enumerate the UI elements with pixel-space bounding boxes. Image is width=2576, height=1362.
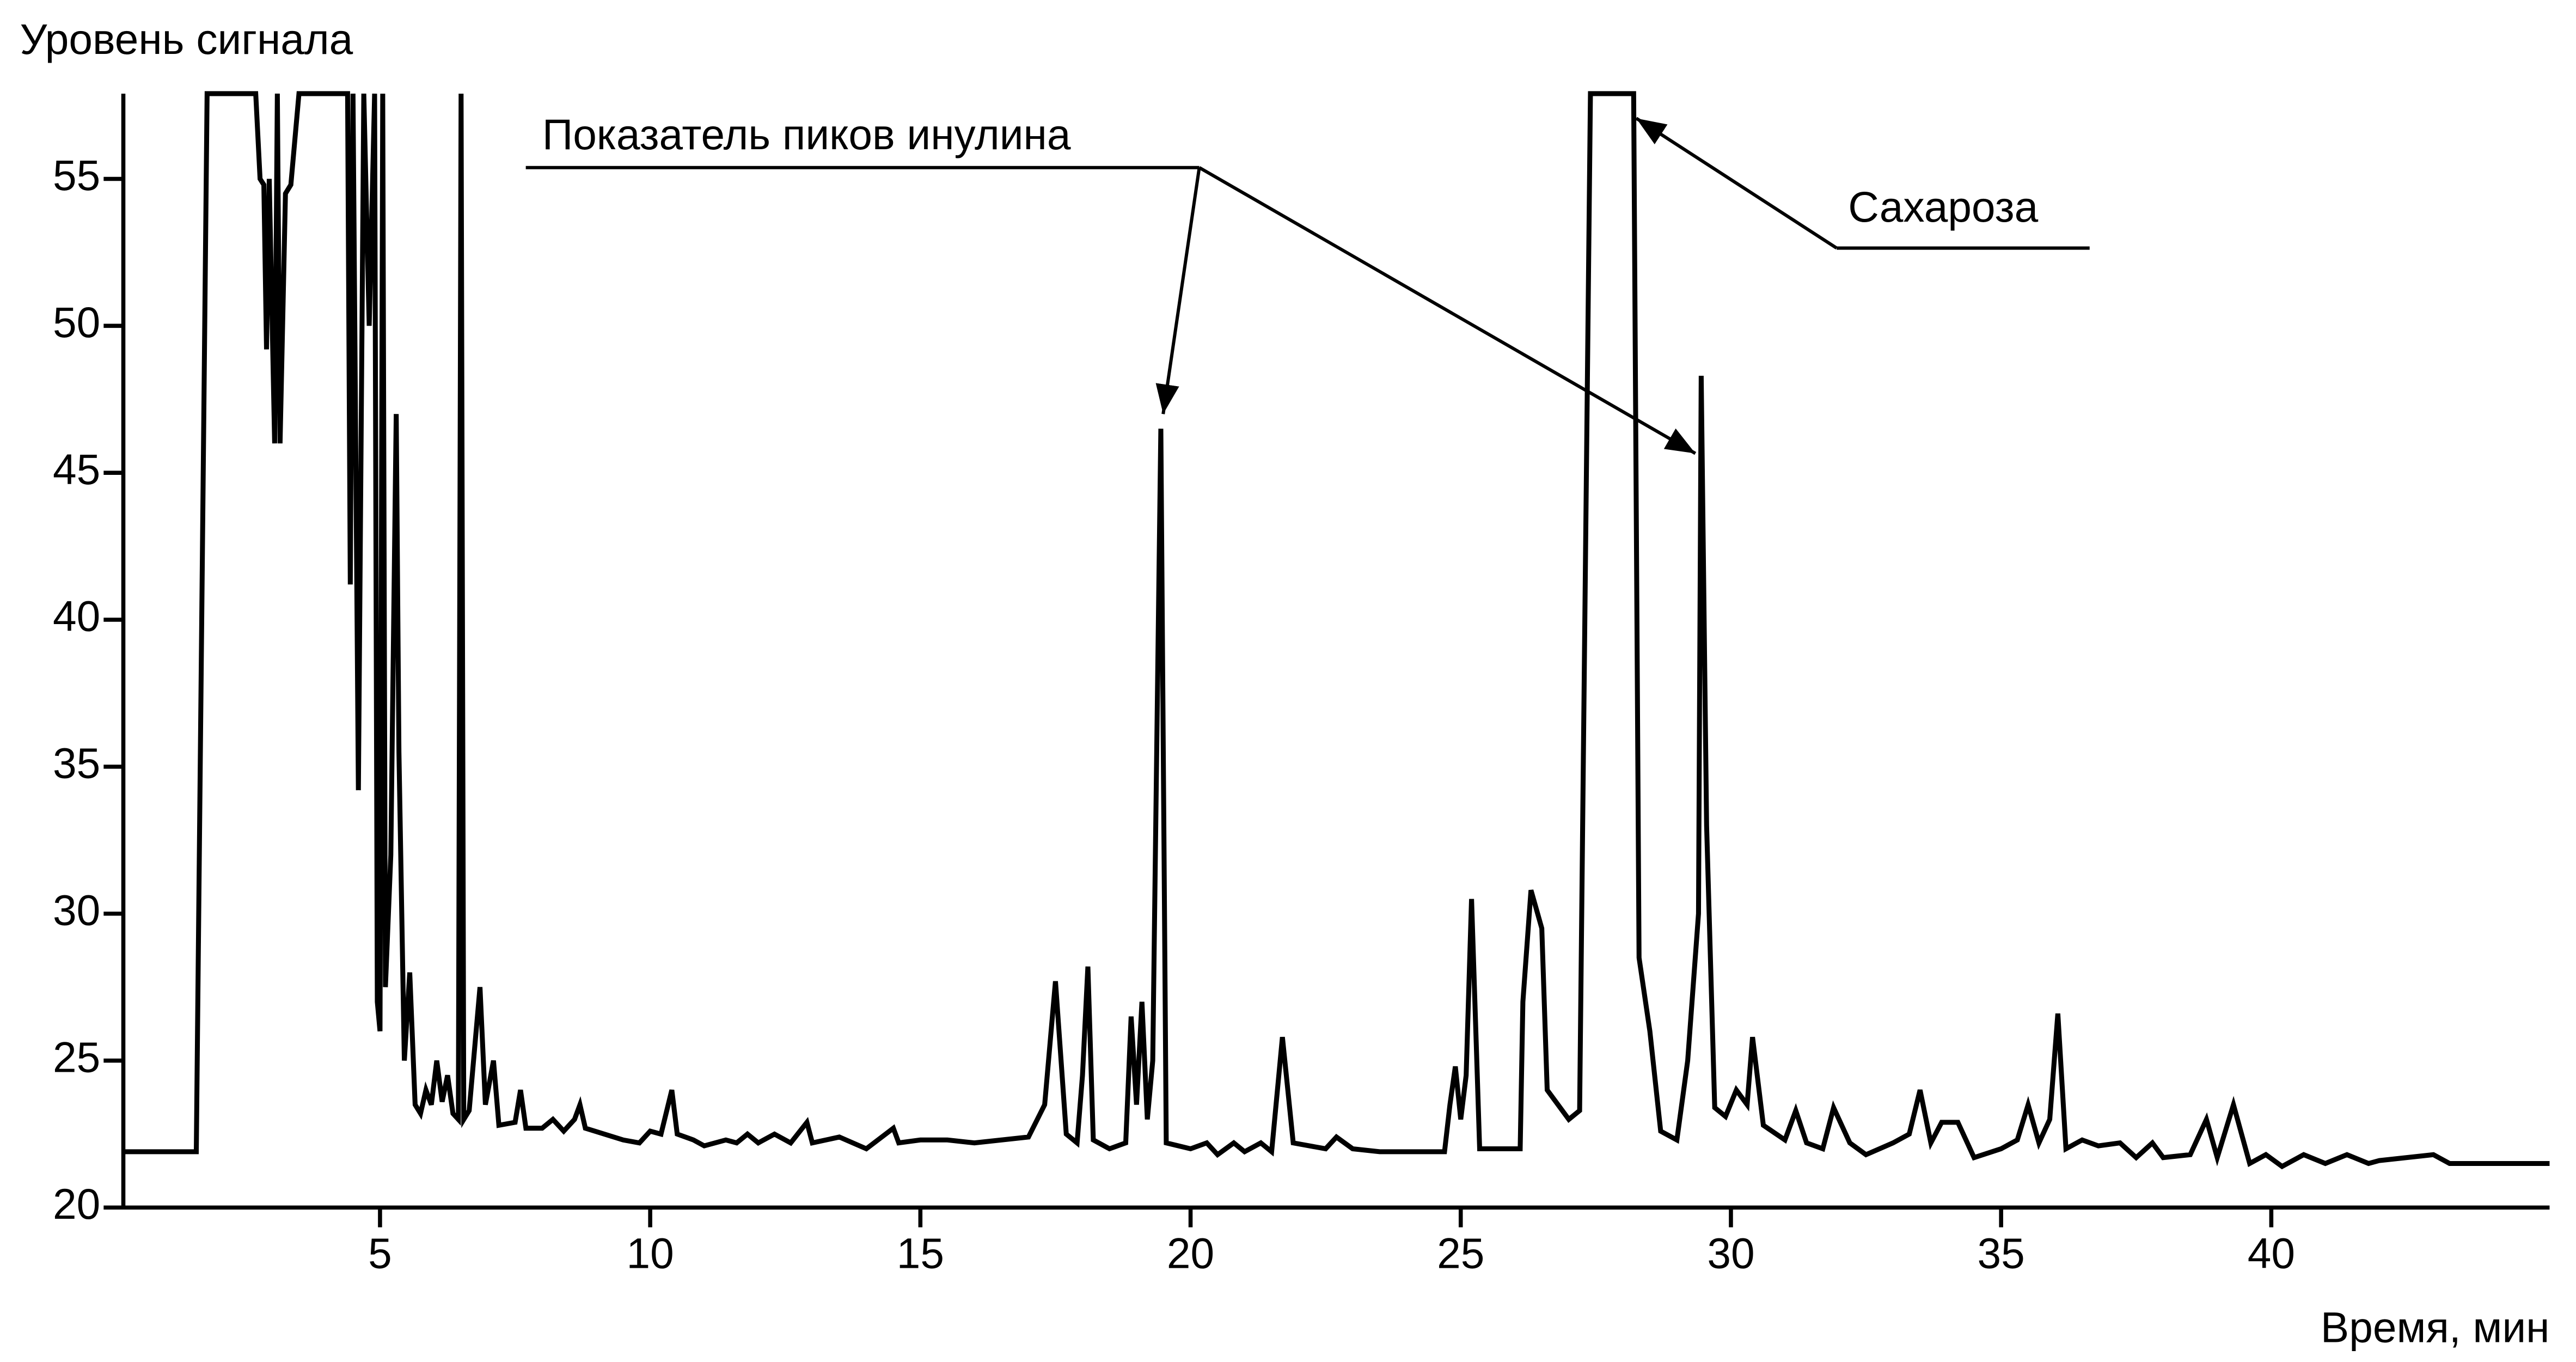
x-tick-label: 20 xyxy=(1167,1230,1214,1278)
x-tick-label: 35 xyxy=(1978,1230,2025,1278)
x-tick-label: 15 xyxy=(897,1230,944,1278)
y-tick-label: 20 xyxy=(53,1180,100,1228)
annotation: Показатель пиков инулина xyxy=(542,111,1071,158)
x-axis-label: Время, мин xyxy=(2321,1303,2550,1351)
y-tick-label: 30 xyxy=(53,886,100,934)
y-tick-label: 50 xyxy=(53,298,100,346)
y-tick-label: 55 xyxy=(53,151,100,199)
annotation-arrow xyxy=(1155,167,1201,414)
y-tick-label: 35 xyxy=(53,740,100,787)
y-tick-label: 25 xyxy=(53,1033,100,1081)
annotation: Сахароза xyxy=(1848,183,2038,231)
annotation-arrow xyxy=(1198,166,1697,455)
y-tick-label: 45 xyxy=(53,445,100,493)
x-tick-label: 10 xyxy=(627,1230,674,1278)
x-tick-label: 40 xyxy=(2248,1230,2295,1278)
x-tick-label: 25 xyxy=(1437,1230,1484,1278)
y-tick-label: 40 xyxy=(53,593,100,640)
annotation-arrow xyxy=(1635,117,1838,250)
plot-area xyxy=(123,91,2550,1170)
y-axis-label: Уровень сигнала xyxy=(20,15,353,63)
signal-line xyxy=(123,91,2550,1170)
x-tick-label: 30 xyxy=(1707,1230,1754,1278)
x-tick-label: 5 xyxy=(368,1230,392,1278)
